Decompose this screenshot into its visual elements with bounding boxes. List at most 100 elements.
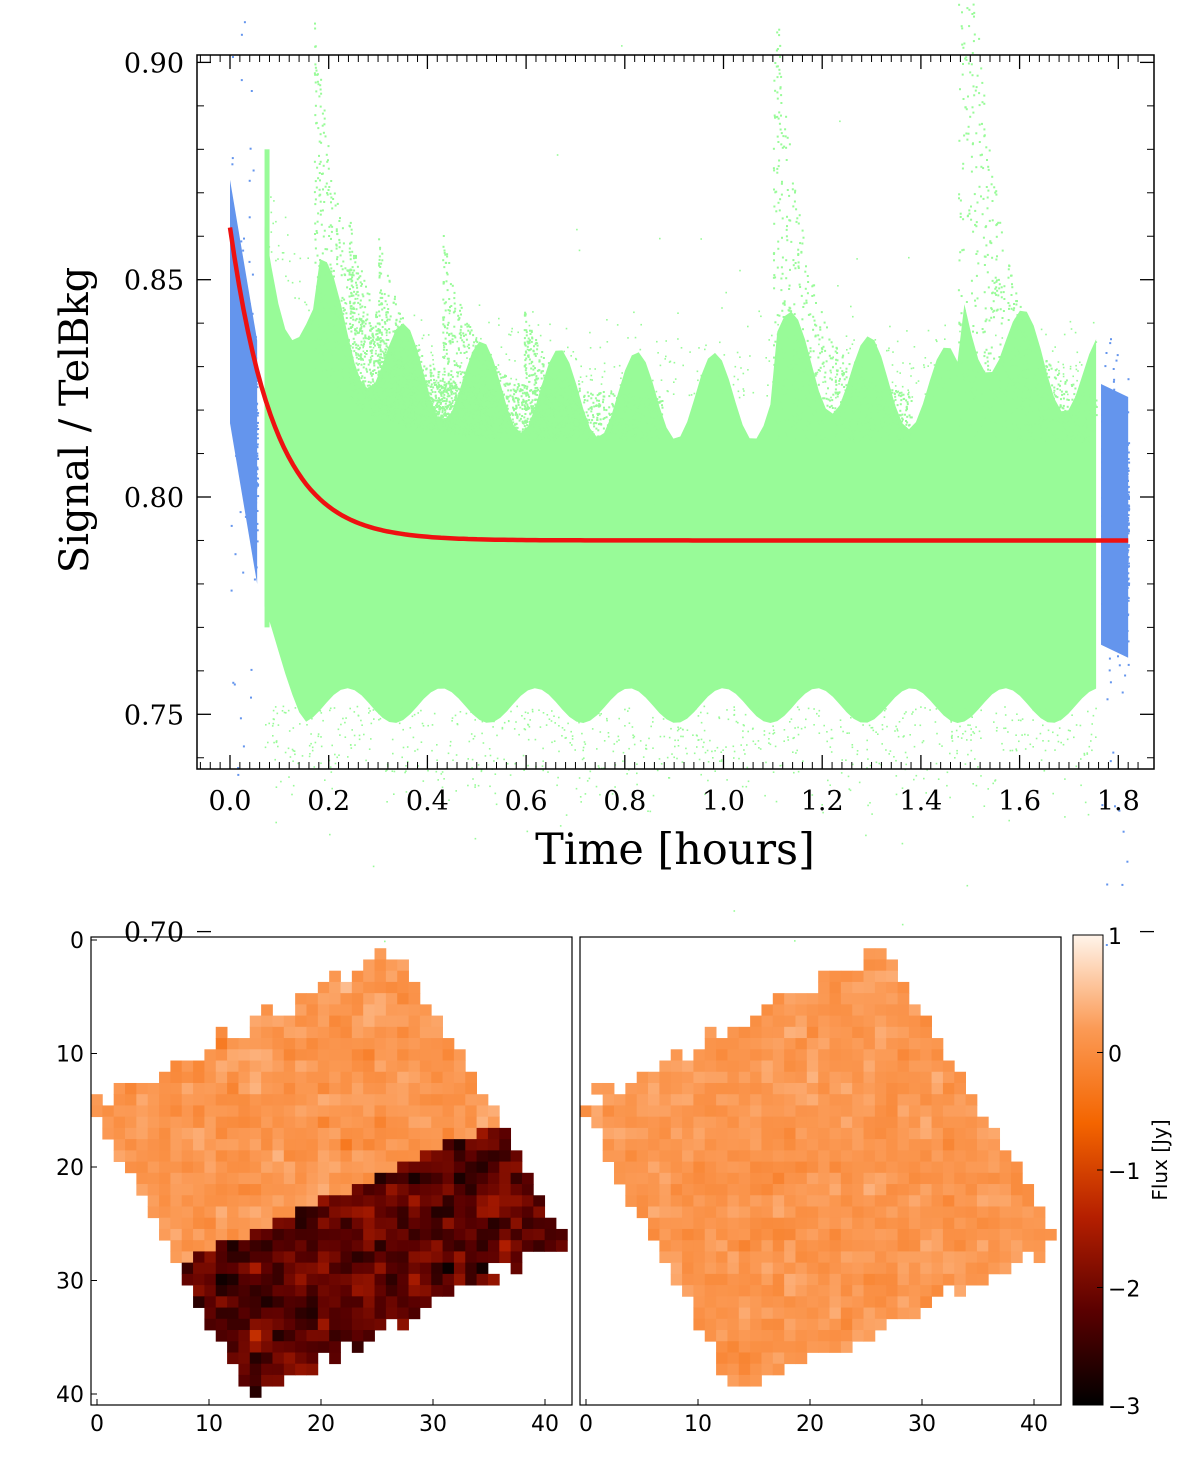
data-point [467,434,470,437]
data-point [470,385,472,388]
data-point [430,389,433,391]
data-point [450,390,453,393]
data-point [410,387,413,390]
data-point [351,360,354,363]
data-point [365,319,367,322]
data-point [416,403,419,406]
data-point [598,399,600,402]
data-point [1127,545,1130,548]
data-point [409,404,412,406]
data-point [448,309,451,312]
data-points [230,3,1131,998]
data-point [485,419,488,421]
data-point [462,341,465,344]
data-point [425,415,428,418]
data-point [343,361,346,364]
data-point [1108,669,1111,672]
data-point [378,385,381,388]
data-point [390,377,393,379]
data-point [375,414,378,417]
data-point [493,421,496,424]
data-point [357,402,359,404]
data-point [257,483,260,486]
data-point [609,425,611,428]
data-point [386,374,389,376]
data-point [479,402,482,405]
data-point [542,426,545,429]
data-point [359,299,362,302]
data-point [572,412,575,415]
data-point [444,301,447,304]
data-point [596,412,599,415]
data-point [322,164,325,167]
data-point [478,415,481,418]
data-point [538,404,541,407]
data-point [494,366,497,368]
data-point [516,417,519,420]
data-point [434,407,437,410]
data-point [444,253,447,256]
data-point [353,257,355,260]
data-point [531,336,534,339]
data-point [622,411,625,414]
data-point [473,412,476,415]
data-point [451,401,454,404]
data-point [431,408,434,411]
data-point [424,396,426,399]
data-point [563,430,566,433]
data-point [383,342,386,345]
data-point [1127,509,1130,512]
data-point [551,402,554,405]
data-point [406,384,409,387]
data-point [483,414,486,417]
data-point [427,428,430,431]
data-point [1121,883,1124,886]
data-point [256,529,259,532]
data-point [253,578,256,581]
data-point [385,406,388,409]
data-point [379,361,382,364]
data-point [389,388,392,391]
data-point [322,359,325,362]
data-point [463,409,466,412]
data-point [427,397,430,400]
data-point [476,377,478,379]
data-point [613,394,616,397]
data-point [513,393,516,396]
data-point [472,416,475,419]
data-point [549,414,552,417]
data-point [332,287,335,290]
data-point [622,431,625,434]
data-point [445,398,448,401]
data-point [529,348,532,351]
data-point [364,337,367,340]
data-point [256,454,259,457]
data-point [356,331,359,334]
data-point [407,404,410,406]
data-point [507,400,510,403]
data-point [327,383,330,386]
data-point [474,399,477,402]
data-point [347,327,350,330]
data-point [403,376,406,379]
data-point [524,350,527,353]
data-point [378,262,381,265]
data-point [486,390,489,393]
data-point [453,404,456,407]
data-point [623,410,626,413]
data-point [490,397,493,400]
data-point [471,422,474,425]
data-point [473,400,475,403]
data-point [389,315,392,318]
data-point [598,412,601,415]
data-point [354,380,357,383]
data-point [376,322,379,325]
data-point [415,428,418,431]
data-point [384,404,387,407]
data-point [567,437,570,440]
data-point [420,370,423,373]
data-point [395,392,397,395]
data-point [476,400,478,403]
data-point [392,389,395,392]
data-point [454,399,457,402]
